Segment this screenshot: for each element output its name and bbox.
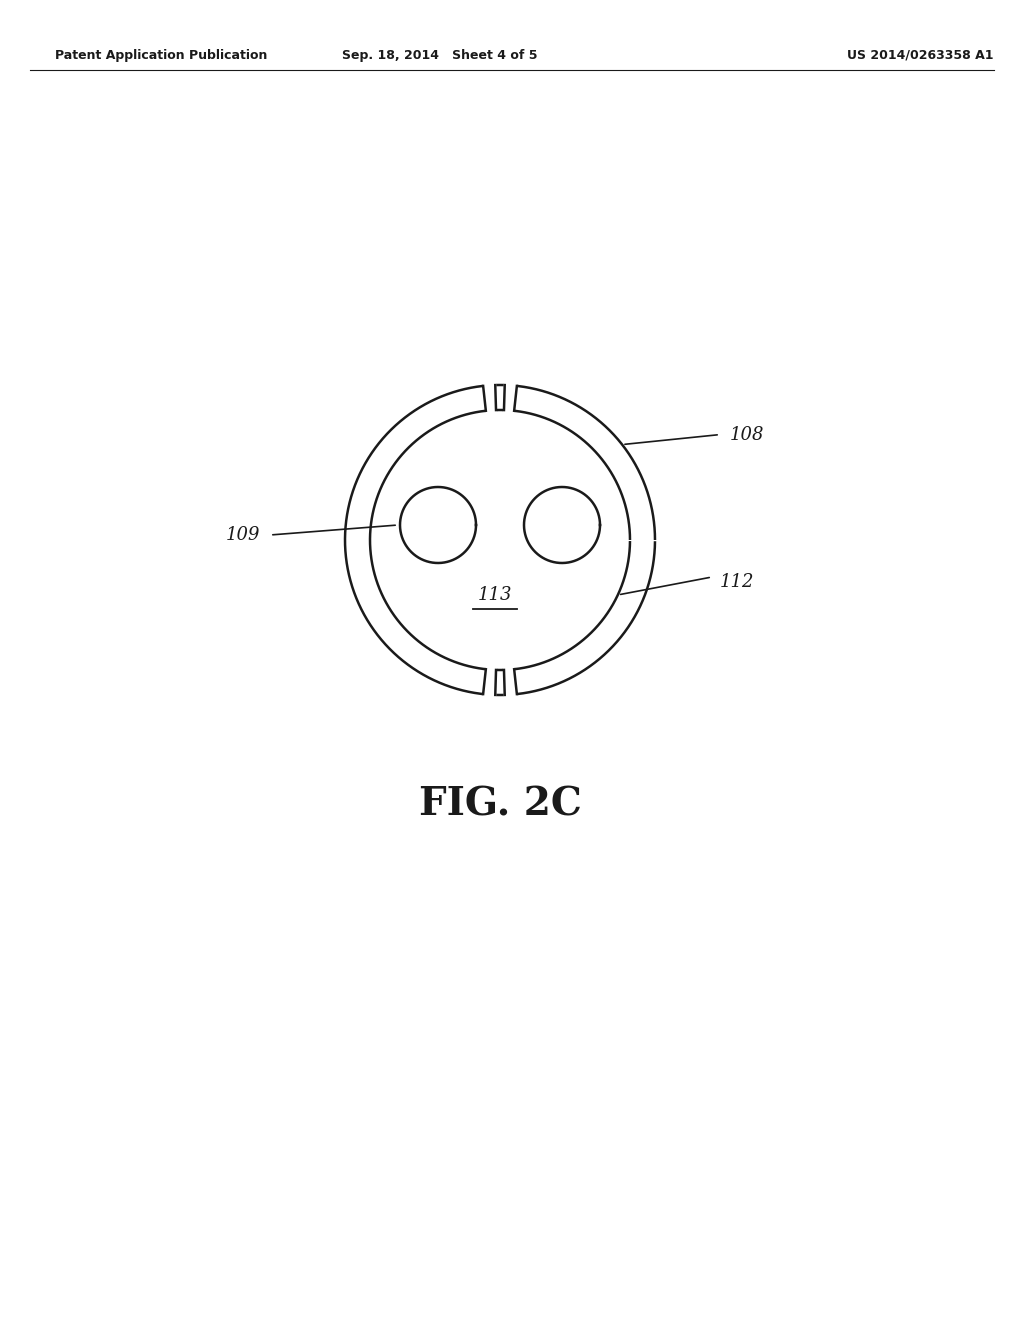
Text: 109: 109 (225, 525, 260, 544)
Text: Sep. 18, 2014   Sheet 4 of 5: Sep. 18, 2014 Sheet 4 of 5 (342, 49, 538, 62)
Text: 112: 112 (720, 573, 755, 591)
Text: 113: 113 (478, 586, 512, 605)
Text: US 2014/0263358 A1: US 2014/0263358 A1 (847, 49, 993, 62)
Text: 108: 108 (730, 425, 765, 444)
Text: Patent Application Publication: Patent Application Publication (55, 49, 267, 62)
Text: FIG. 2C: FIG. 2C (419, 785, 582, 824)
